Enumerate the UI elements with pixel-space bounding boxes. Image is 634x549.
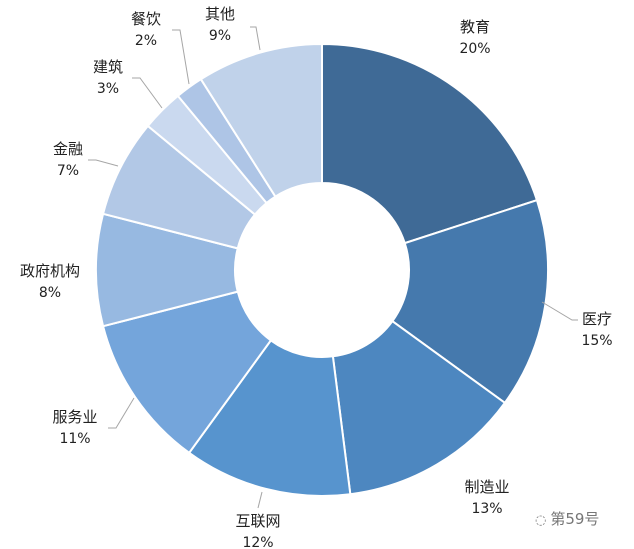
category-label: 餐饮: [131, 10, 161, 28]
value-label: 9%: [209, 28, 231, 44]
value-label: 12%: [242, 535, 273, 549]
category-label: 制造业: [464, 478, 509, 496]
value-label: 15%: [581, 333, 612, 349]
wechat-icon: ◌: [535, 513, 547, 528]
value-label: 2%: [135, 33, 157, 49]
category-label: 医疗: [582, 310, 612, 328]
category-label: 金融: [53, 140, 83, 158]
category-label: 政府机构: [20, 262, 80, 280]
slice-9: [199, 42, 323, 198]
leader-line: [132, 77, 163, 109]
watermark-text: 第59号: [550, 510, 600, 528]
value-label: 3%: [97, 81, 119, 97]
slice-4: [101, 290, 273, 455]
category-label: 其他: [205, 5, 235, 23]
value-label: 13%: [471, 501, 502, 517]
value-label: 8%: [39, 285, 61, 301]
category-label: 教育: [460, 18, 490, 36]
slice-2: [331, 319, 507, 496]
value-label: 7%: [57, 163, 79, 179]
leader-line: [88, 159, 119, 167]
slice-1: [390, 198, 549, 405]
leader-line: [250, 26, 261, 51]
slice-3: [187, 338, 352, 497]
leader-line: [108, 397, 135, 429]
leader-line: [257, 491, 263, 509]
watermark: ◌ 第59号: [535, 508, 599, 529]
category-label: 建筑: [93, 58, 123, 76]
value-label: 11%: [59, 431, 90, 447]
leader-line: [172, 29, 190, 85]
value-label: 20%: [459, 41, 490, 57]
category-label: 服务业: [52, 408, 97, 426]
category-label: 互联网: [235, 512, 280, 530]
slice-0: [321, 42, 539, 245]
leader-line: [541, 301, 578, 321]
